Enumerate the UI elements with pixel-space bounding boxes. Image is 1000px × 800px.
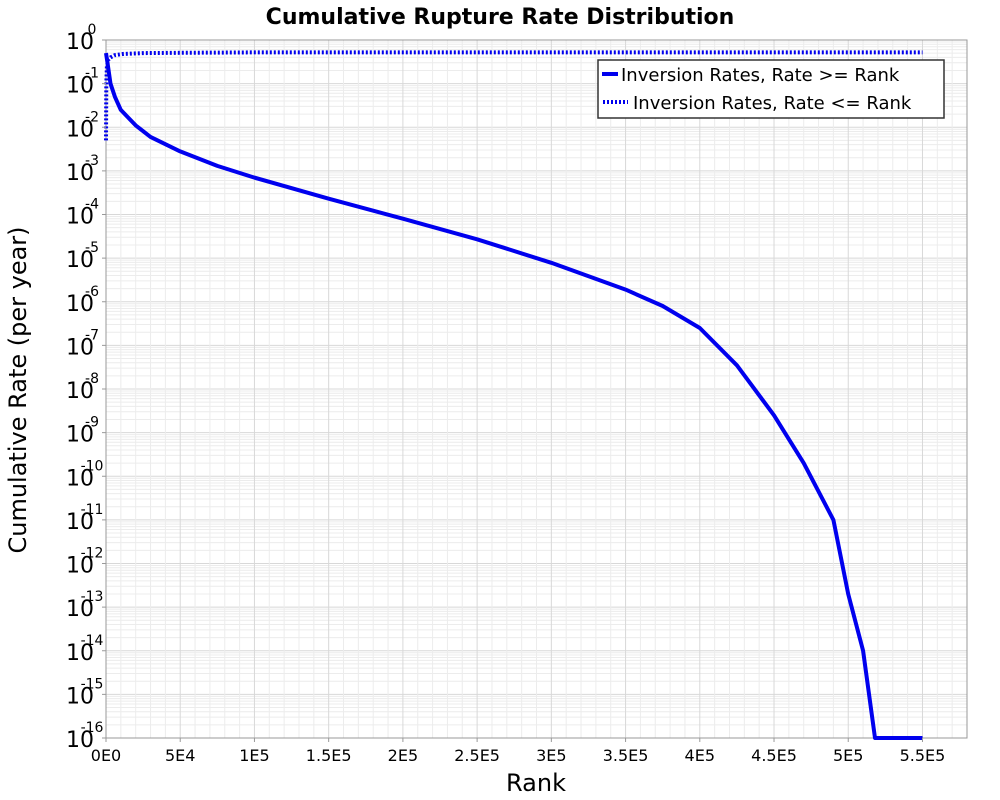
y-tick-label: 10-13	[66, 589, 103, 622]
y-tick-base: 10	[66, 292, 94, 317]
y-tick-base: 10	[66, 510, 94, 535]
y-tick-label: 100	[66, 22, 96, 55]
y-tick-label: 10-8	[66, 371, 99, 404]
y-tick-label: 10-1	[66, 66, 99, 99]
y-axis-label: Cumulative Rate (per year)	[4, 226, 32, 553]
y-tick-label: 10-3	[66, 153, 99, 186]
y-tick-label: 10-11	[66, 502, 103, 535]
x-tick-label: 0E0	[91, 746, 121, 765]
y-tick-exponent: -15	[81, 676, 104, 692]
x-axis-label: Rank	[506, 769, 566, 797]
x-axis-ticks: 0E0 5E4 1E5 1.5E5 2E5 2.5E5 3E5 3.5E5 4E5 4.5E5 5E…	[91, 738, 946, 765]
y-tick-label: 10-14	[66, 633, 104, 666]
y-tick-exponent: -10	[81, 458, 104, 474]
y-tick-base: 10	[66, 161, 94, 186]
y-tick-base: 10	[66, 728, 94, 753]
y-axis-ticks: 10010-110-210-310-410-510-610-710-810-91…	[66, 22, 106, 753]
y-tick-base: 10	[66, 684, 94, 709]
y-tick-exponent: -14	[81, 633, 104, 649]
y-tick-base: 10	[66, 379, 94, 404]
x-tick-label: 4E5	[685, 746, 715, 765]
legend-item-rate-lte-rank: Inversion Rates, Rate <= Rank	[633, 93, 912, 114]
x-tick-label: 1E5	[239, 746, 269, 765]
x-tick-label: 5E5	[833, 746, 863, 765]
y-tick-label: 10-7	[66, 327, 99, 360]
y-tick-base: 10	[66, 248, 94, 273]
y-tick-label: 10-12	[66, 546, 103, 579]
y-tick-label: 10-6	[66, 284, 99, 317]
x-tick-label: 3E5	[536, 746, 566, 765]
y-tick-exponent: -5	[85, 240, 99, 256]
series-line-rate-lte-rank	[104, 50, 923, 141]
y-tick-base: 10	[66, 30, 94, 55]
x-tick-label: 1.5E5	[306, 746, 352, 765]
legend: Inversion Rates, Rate >= Rank Inversion …	[597, 59, 945, 119]
y-tick-exponent: -13	[81, 589, 104, 605]
y-tick-exponent: -8	[85, 371, 99, 387]
x-tick-label: 5.5E5	[900, 746, 946, 765]
y-tick-exponent: -16	[81, 720, 104, 736]
y-tick-exponent: -3	[85, 153, 99, 169]
y-tick-base: 10	[66, 554, 94, 579]
y-tick-base: 10	[66, 74, 94, 99]
y-tick-exponent: -1	[85, 66, 99, 82]
y-tick-label: 10-2	[66, 109, 99, 142]
y-tick-base: 10	[66, 117, 94, 142]
y-tick-exponent: -7	[85, 327, 99, 343]
x-tick-label: 4.5E5	[751, 746, 797, 765]
x-tick-label: 5E4	[165, 746, 195, 765]
y-tick-base: 10	[66, 205, 94, 230]
y-tick-base: 10	[66, 423, 94, 448]
series-line-rate-gte-rank	[104, 52, 923, 740]
x-tick-label: 3.5E5	[603, 746, 649, 765]
y-tick-exponent: -9	[85, 415, 99, 431]
y-tick-exponent: -12	[81, 546, 104, 562]
y-tick-exponent: -11	[81, 502, 104, 518]
x-tick-label: 2E5	[388, 746, 418, 765]
y-tick-base: 10	[66, 466, 94, 491]
series-layer	[104, 50, 923, 740]
y-tick-exponent: -2	[85, 109, 99, 125]
legend-box	[597, 59, 945, 119]
y-tick-label: 10-5	[66, 240, 99, 273]
y-tick-exponent: 0	[88, 22, 97, 38]
legend-item-rate-gte-rank: Inversion Rates, Rate >= Rank	[621, 65, 900, 86]
y-tick-label: 10-15	[66, 676, 103, 709]
chart-title: Cumulative Rupture Rate Distribution	[266, 5, 735, 30]
y-tick-label: 10-10	[66, 458, 103, 491]
y-tick-label: 10-9	[66, 415, 99, 448]
y-tick-base: 10	[66, 597, 94, 622]
y-tick-label: 10-4	[66, 197, 99, 230]
y-tick-base: 10	[66, 641, 94, 666]
y-tick-exponent: -4	[85, 197, 99, 213]
y-tick-base: 10	[66, 335, 94, 360]
x-tick-label: 2.5E5	[454, 746, 500, 765]
y-tick-label: 10-16	[66, 720, 104, 753]
y-tick-exponent: -6	[85, 284, 99, 300]
